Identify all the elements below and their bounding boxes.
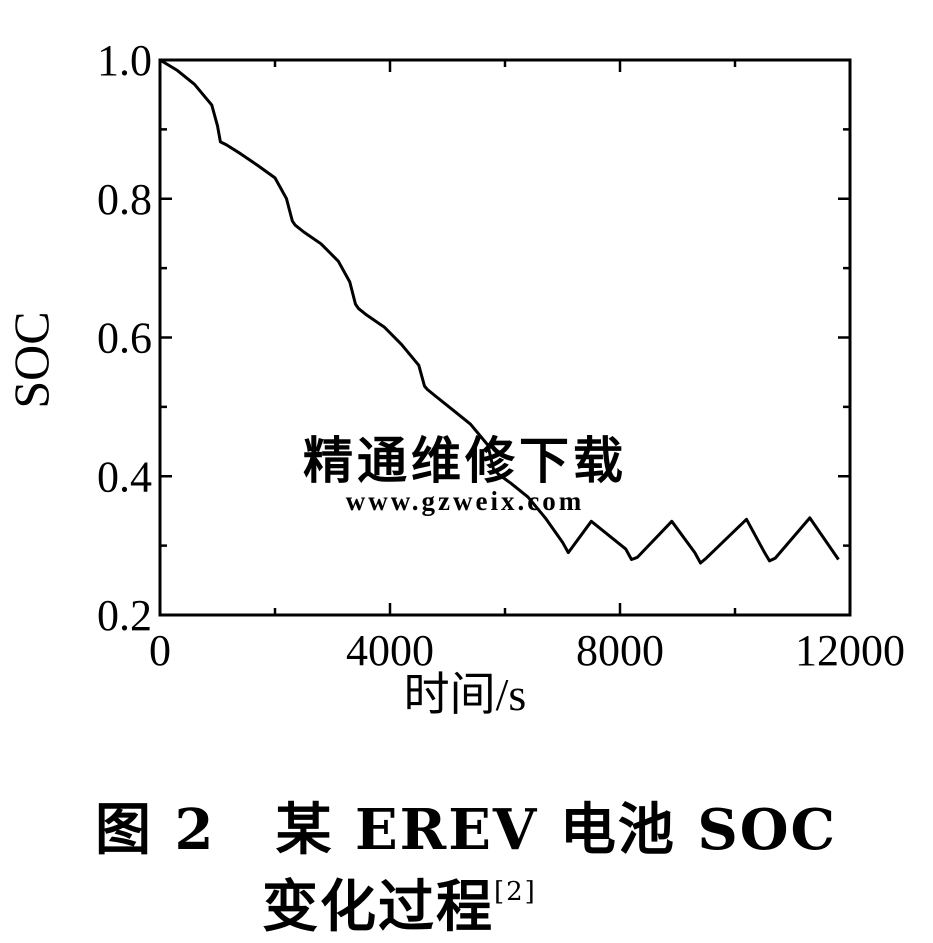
watermark-text: 精通维修下载	[303, 433, 627, 489]
axis-tick-labels: 0 4000 8000 12000 0.2 0.4 0.6 0.8 1.0	[97, 36, 905, 675]
x-axis-label: 时间/s	[404, 669, 527, 720]
soc-series-line	[159, 58, 840, 565]
watermark: 精通维修下载 www.gzweix.com	[303, 433, 627, 516]
y-tick-label: 0.8	[97, 175, 152, 224]
soc-line-chart: 精通维修下载 www.gzweix.com 0 4000 8000 120000.20…	[3, 36, 905, 720]
y-tick-label: 1.0	[97, 36, 152, 85]
y-axis-label: SOC	[3, 311, 59, 408]
plot-frame	[158, 58, 852, 617]
x-tick-label: 12000	[795, 626, 905, 675]
caption-reference: [2]	[494, 877, 537, 907]
y-tick-label: 0.2	[97, 591, 152, 640]
x-tick-label: 4000	[346, 626, 434, 675]
y-tick-label: 0.4	[97, 452, 152, 501]
caption-title: 某 EREV 电池 SOC	[275, 797, 838, 863]
caption-title-continued: 变化过程	[262, 874, 494, 940]
y-tick-label: 0.6	[97, 314, 152, 363]
figure-number: 图 2	[95, 797, 216, 863]
watermark-url: www.gzweix.com	[346, 486, 584, 516]
x-tick-label: 0	[149, 626, 171, 675]
x-tick-label: 8000	[576, 626, 664, 675]
caption-line-2: 变化过程[2]	[262, 862, 537, 943]
caption-line-1: 图 2 某 EREV 电池 SOC	[95, 785, 837, 866]
axis-ticks	[158, 58, 852, 617]
